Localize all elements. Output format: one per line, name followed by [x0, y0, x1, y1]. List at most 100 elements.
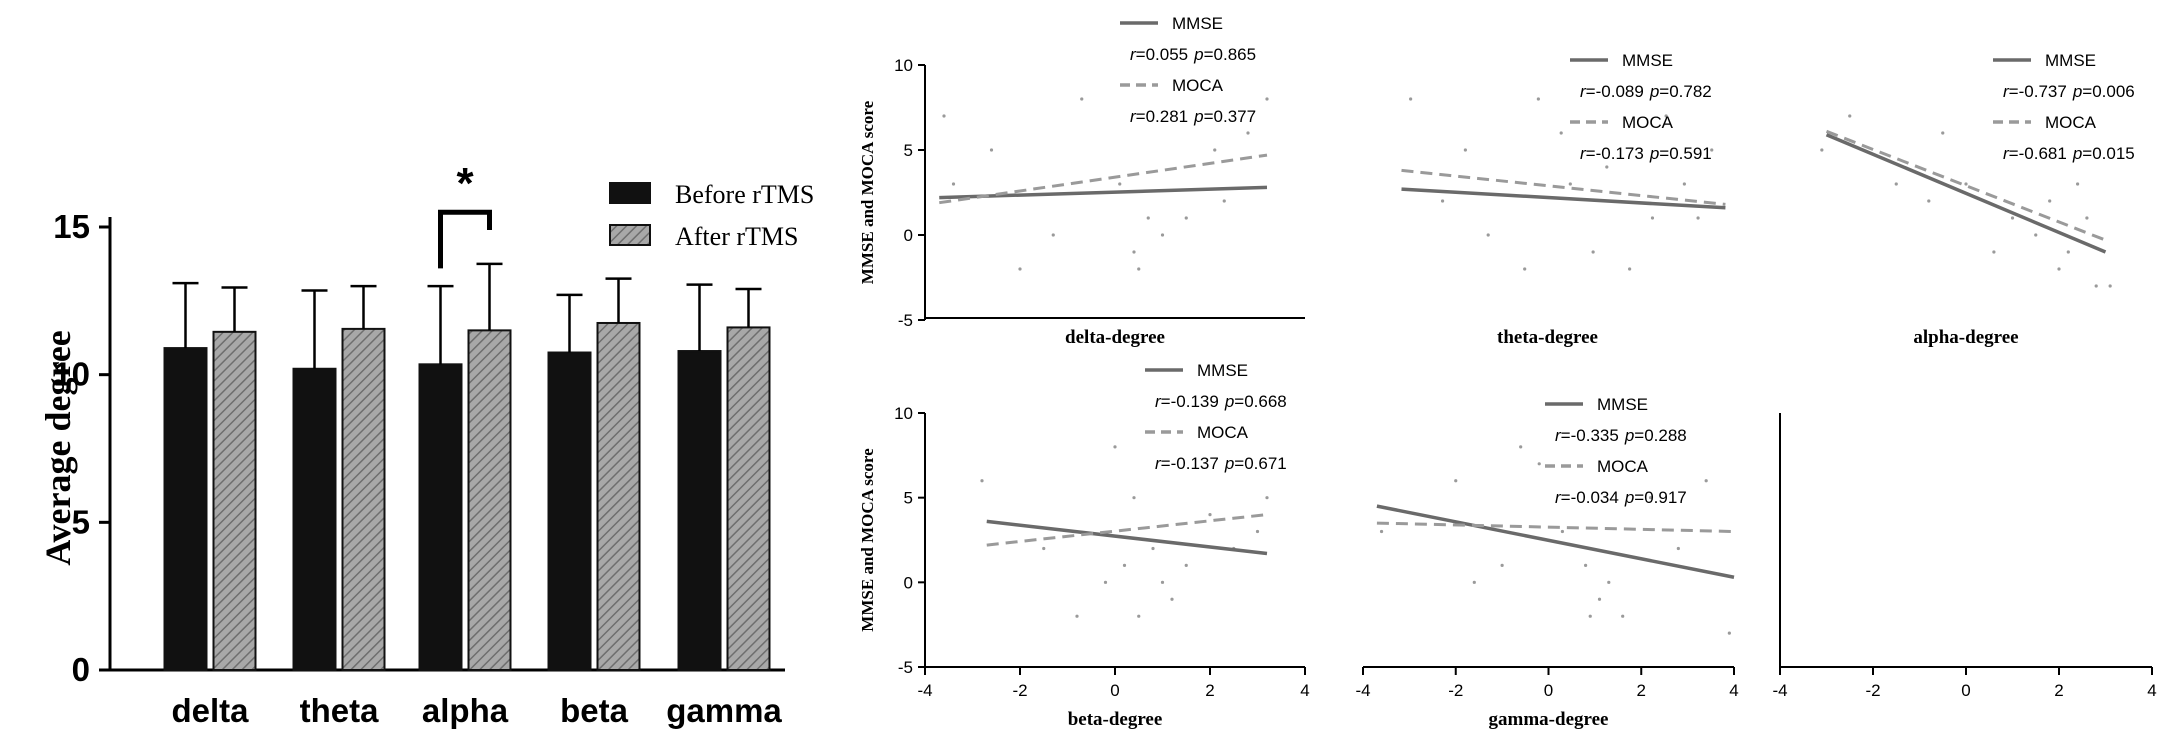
y-tick-label: 0: [72, 651, 90, 688]
y-axis-title: MMSE and MOCA score: [858, 448, 877, 632]
data-point: [1113, 445, 1117, 449]
data-point: [1137, 267, 1141, 271]
data-point: [1607, 580, 1611, 584]
data-point: [1605, 165, 1609, 169]
y-tick-label: 5: [72, 503, 90, 540]
bar: [467, 329, 512, 671]
y-tick-label: 0: [904, 573, 913, 592]
y-tick-label: 10: [894, 56, 913, 75]
x-axis-title: delta-degree: [1065, 327, 1165, 348]
y-tick-label: -5: [898, 311, 913, 330]
legend-label: MMSE: [2045, 51, 2096, 70]
p-symbol: p: [1649, 82, 1659, 101]
moca-fit-line: [1376, 521, 1735, 534]
p-symbol: p: [1224, 454, 1234, 473]
stat-label: r=-0.137 p=0.671: [1155, 454, 1287, 473]
p-value: =0.006: [2082, 82, 2134, 101]
p-value: =0.917: [1634, 488, 1686, 507]
data-point: [1440, 199, 1445, 203]
data-point: [1222, 199, 1226, 203]
legend-label: Before rTMS: [675, 180, 814, 209]
stat-label: r=0.055 p=0.865: [1130, 45, 1256, 64]
r-symbol: r: [1580, 144, 1587, 163]
legend-swatch: [609, 182, 651, 204]
bar: [547, 351, 592, 671]
mmse-fit-line: [1401, 187, 1726, 210]
x-tick-label: 2: [2054, 681, 2063, 700]
data-point: [1122, 563, 1127, 568]
bar: [163, 347, 208, 671]
data-point: [951, 182, 956, 186]
legend-swatch: [609, 224, 651, 246]
p-value: =0.591: [1659, 144, 1711, 163]
p-symbol: p: [1649, 144, 1659, 163]
data-point: [1584, 563, 1588, 568]
data-point: [980, 479, 984, 483]
data-point: [1559, 131, 1563, 135]
data-point: [1894, 182, 1898, 186]
x-tick-label: -2: [1012, 681, 1027, 700]
stat-label: r=-0.681 p=0.015: [2003, 144, 2135, 163]
r-symbol: r: [1130, 45, 1137, 64]
r-value: =-0.173: [1586, 144, 1644, 163]
r-symbol: r: [1155, 392, 1162, 411]
data-point: [1696, 216, 1700, 220]
significance-marker: *: [456, 159, 474, 208]
data-point: [2034, 233, 2038, 237]
data-point: [1051, 233, 1055, 237]
y-tick-label: 0: [904, 226, 913, 245]
p-value: =0.865: [1204, 45, 1256, 64]
bar: [418, 363, 463, 671]
data-point: [1648, 496, 1653, 500]
data-point: [2085, 216, 2089, 220]
x-tick-label: gamma: [666, 692, 782, 729]
data-point: [1170, 597, 1174, 601]
p-symbol: p: [1624, 426, 1634, 445]
data-point: [1118, 182, 1122, 186]
bar: [212, 330, 257, 671]
p-value: =0.015: [2082, 144, 2134, 163]
empty-panel-panel: -4 -2 0 2 4: [1772, 413, 2157, 700]
data-point: [1018, 267, 1022, 271]
data-point: [1246, 131, 1250, 135]
r-value: =0.281: [1136, 107, 1188, 126]
stat-label: r=-0.335 p=0.288: [1555, 426, 1687, 445]
data-point: [1454, 479, 1458, 483]
y-axis-title: MMSE and MOCA score: [858, 100, 877, 284]
x-tick-label: theta: [300, 692, 379, 729]
significance-bracket: [438, 209, 492, 269]
x-tick-label: beta: [560, 692, 629, 729]
data-point: [1132, 496, 1136, 500]
p-value: =0.668: [1234, 392, 1286, 411]
data-point: [1042, 546, 1046, 551]
y-tick-label: 10: [894, 404, 913, 423]
data-point: [1265, 496, 1269, 500]
x-axis-title: beta-degree: [1068, 709, 1163, 730]
r-symbol: r: [1130, 107, 1137, 126]
data-point: [1132, 250, 1136, 254]
data-point: [1727, 631, 1731, 635]
r-value: =-0.137: [1161, 454, 1219, 473]
legend-label: MOCA: [2045, 113, 2097, 132]
r-symbol: r: [1155, 454, 1162, 473]
bar: [292, 367, 337, 671]
p-value: =0.288: [1634, 426, 1686, 445]
data-point: [1650, 216, 1655, 220]
x-tick-label: 0: [1544, 681, 1553, 700]
stat-label: r=0.281 p=0.377: [1130, 107, 1256, 126]
r-value: =0.055: [1136, 45, 1188, 64]
x-tick-label: alpha: [422, 692, 509, 729]
moca-fit-line: [939, 153, 1268, 205]
data-point: [1682, 182, 1686, 186]
legend-label: MMSE: [1197, 361, 1248, 380]
data-point: [1992, 250, 1996, 254]
mmse-fit-line: [986, 519, 1268, 556]
y-tick-label: 5: [904, 141, 913, 160]
data-point: [1080, 97, 1084, 101]
bar: [341, 327, 386, 671]
mmse-fit-line: [1376, 504, 1735, 579]
data-point: [1560, 529, 1565, 534]
data-point: [1597, 597, 1602, 601]
